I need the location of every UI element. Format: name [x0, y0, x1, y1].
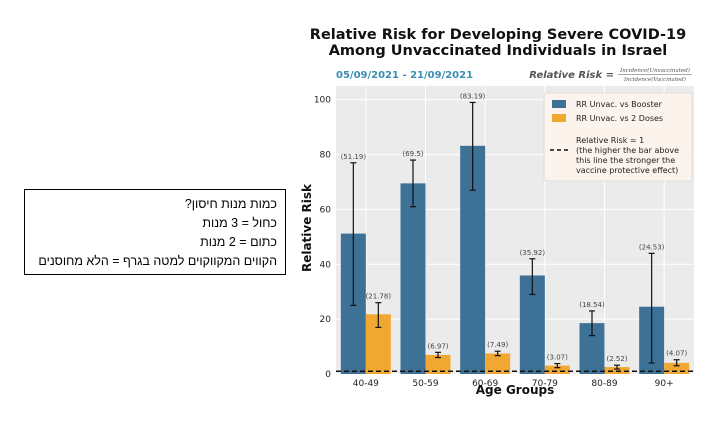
y-tick-label: 40 [320, 260, 332, 270]
data-label: (69.5) [402, 150, 423, 158]
y-tick-label: 20 [320, 315, 332, 325]
data-label: (24.53) [639, 243, 665, 251]
y-tick-label: 80 [320, 151, 332, 161]
note-line: כמות מנות חיסון? [184, 197, 277, 211]
bar-2-doses [425, 354, 451, 374]
y-tick-label: 60 [320, 205, 332, 215]
data-label: (83.19) [460, 92, 486, 100]
data-label: (6.97) [427, 342, 448, 350]
legend-swatch-2-doses [552, 114, 566, 122]
formula-numerator: Incidence(Unvaccinated) [619, 67, 690, 74]
formula-denominator: Incidence(Vaccinated) [623, 76, 686, 83]
bar-booster [400, 183, 426, 374]
legend-box [543, 92, 693, 182]
x-tick-label: 50-59 [412, 379, 438, 389]
note-line: כתום = 2 מנות [200, 235, 277, 249]
note-box: כמות מנות חיסון? כחול = 3 מנות כתום = 2 … [24, 189, 286, 275]
x-tick-label: 90+ [655, 379, 674, 389]
x-tick-label: 60-69 [472, 379, 498, 389]
x-axis-label: Age Groups [476, 383, 554, 397]
legend-label-2-doses: RR Unvac. vs 2 Doses [576, 114, 663, 123]
bar-2-doses [664, 362, 690, 374]
y-tick-label: 0 [325, 370, 331, 380]
x-tick-label: 80-89 [591, 379, 617, 389]
legend-reference-line-3: this line the stronger the [576, 156, 675, 165]
note-line: כחול = 3 מנות [202, 216, 277, 230]
data-label: (7.49) [487, 341, 508, 349]
formula-lhs: Relative Risk = [529, 70, 614, 81]
y-tick-label: 100 [314, 96, 331, 106]
chart-subtitle: Among Unvaccinated Individuals in Israel [329, 43, 668, 59]
date-range: 05/09/2021 - 21/09/2021 [336, 70, 473, 81]
x-tick-label: 70-79 [532, 379, 558, 389]
data-label: (4.07) [666, 350, 687, 358]
legend-swatch-booster [552, 100, 566, 108]
bar-2-doses [485, 353, 511, 374]
data-label: (3.07) [547, 354, 568, 362]
data-label: (2.52) [606, 355, 627, 363]
data-label: (18.54) [579, 301, 605, 309]
legend-reference-line-4: vaccine protective effect) [576, 166, 678, 175]
legend: RR Unvac. vs Booster RR Unvac. vs 2 Dose… [543, 92, 693, 182]
bar-2-doses [544, 365, 570, 374]
chart-title: Relative Risk for Developing Severe COVI… [310, 27, 686, 43]
legend-label-booster: RR Unvac. vs Booster [576, 100, 663, 109]
data-label: (21.78) [366, 293, 392, 301]
data-label: (35.92) [520, 249, 546, 257]
legend-reference-line-2: (the higher the bar above [576, 146, 679, 155]
data-label: (51.19) [341, 153, 367, 161]
y-axis-label: Relative Risk [300, 183, 314, 272]
note-line: הקווים המקווקוים למטה בגרף = הלא מחוסנים [38, 254, 277, 268]
x-tick-label: 40-49 [353, 379, 379, 389]
legend-reference-line-1: Relative Risk = 1 [576, 136, 644, 145]
